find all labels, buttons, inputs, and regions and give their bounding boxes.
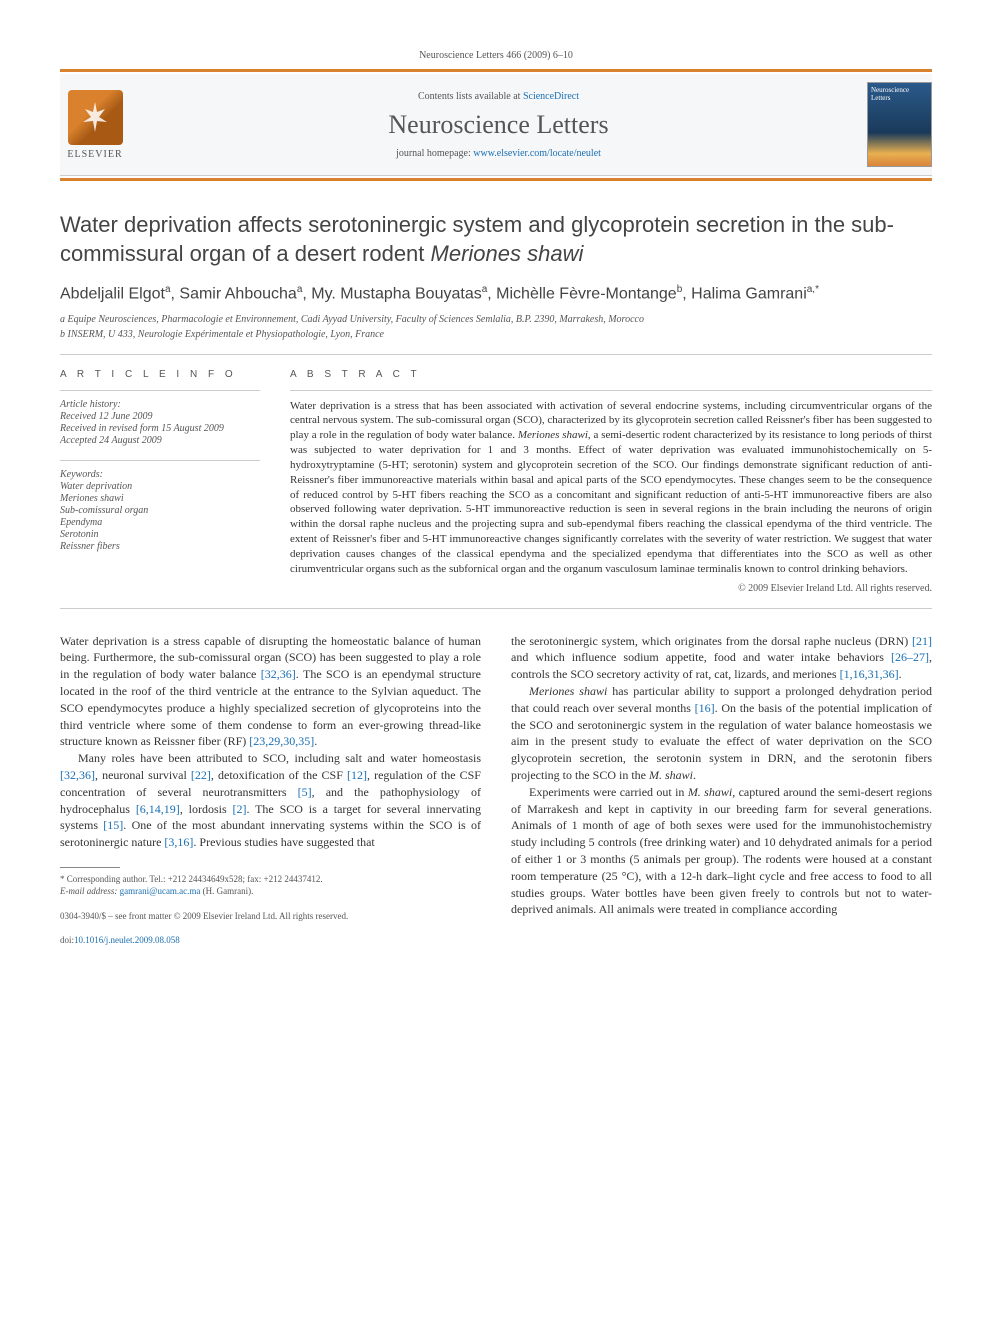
citation-link[interactable]: [1,16,31,36] bbox=[840, 667, 899, 681]
keywords-block: Keywords: Water deprivationMeriones shaw… bbox=[60, 469, 260, 552]
citation-link[interactable]: [15] bbox=[103, 818, 123, 832]
affiliation-line: a Equipe Neurosciences, Pharmacologie et… bbox=[60, 314, 932, 325]
citation-link[interactable]: [2] bbox=[232, 802, 246, 816]
homepage-prefix: journal homepage: bbox=[396, 148, 473, 159]
elsevier-tree-icon bbox=[68, 90, 123, 145]
article-info-column: A R T I C L E I N F O Article history: R… bbox=[60, 369, 260, 594]
body-col-2: the serotoninergic system, which origina… bbox=[511, 633, 932, 919]
corresponding-email-link[interactable]: gamrani@ucam.ac.ma bbox=[120, 886, 201, 896]
top-accent-bar bbox=[60, 69, 932, 72]
affiliation-line: b INSERM, U 433, Neurologie Expérimental… bbox=[60, 329, 932, 340]
citation-link[interactable]: [6,14,19] bbox=[136, 802, 180, 816]
authors-list: Abdeljalil Elgota, Samir Ahbouchaa, My. … bbox=[60, 284, 932, 303]
affiliations-block: a Equipe Neurosciences, Pharmacologie et… bbox=[60, 314, 932, 340]
article-info-label: A R T I C L E I N F O bbox=[60, 369, 260, 380]
doi-label: doi: bbox=[60, 935, 74, 945]
body-paragraph: Many roles have been attributed to SCO, … bbox=[60, 750, 481, 851]
email-suffix: (H. Gamrani). bbox=[200, 886, 253, 896]
citation-link[interactable]: [12] bbox=[347, 768, 367, 782]
keyword: Reissner fibers bbox=[60, 541, 260, 552]
citation-link[interactable]: [21] bbox=[912, 634, 932, 648]
keyword: Meriones shawi bbox=[60, 493, 260, 504]
citation-link[interactable]: [32,36] bbox=[261, 667, 296, 681]
body-col-1: Water deprivation is a stress capable of… bbox=[60, 633, 481, 851]
corresponding-author-footnote: * Corresponding author. Tel.: +212 24434… bbox=[60, 874, 481, 897]
cover-label: Neuroscience Letters bbox=[871, 86, 909, 102]
history-line: Received 12 June 2009 bbox=[60, 411, 260, 422]
body-paragraph: Water deprivation is a stress capable of… bbox=[60, 633, 481, 751]
citation-link[interactable]: [26–27] bbox=[891, 650, 929, 664]
citation-link[interactable]: [3,16] bbox=[164, 835, 193, 849]
history-line: Accepted 24 August 2009 bbox=[60, 435, 260, 446]
body-paragraph: the serotoninergic system, which origina… bbox=[511, 633, 932, 683]
journal-homepage-link[interactable]: www.elsevier.com/locate/neulet bbox=[473, 148, 601, 159]
divider bbox=[60, 608, 932, 609]
journal-title: Neuroscience Letters bbox=[130, 110, 867, 140]
abstract-label: A B S T R A C T bbox=[290, 369, 932, 380]
abstract-text: Water deprivation is a stress that has b… bbox=[290, 399, 932, 577]
abstract-copyright: © 2009 Elsevier Ireland Ltd. All rights … bbox=[290, 583, 932, 594]
masthead: ELSEVIER Contents lists available at Sci… bbox=[60, 74, 932, 176]
history-label: Article history: bbox=[60, 399, 260, 410]
citation-link[interactable]: [22] bbox=[191, 768, 211, 782]
running-head: Neuroscience Letters 466 (2009) 6–10 bbox=[60, 50, 932, 61]
body-columns: Water deprivation is a stress capable of… bbox=[60, 633, 932, 946]
keyword: Ependyma bbox=[60, 517, 260, 528]
body-paragraph: Experiments were carried out in M. shawi… bbox=[511, 784, 932, 918]
citation-link[interactable]: [23,29,30,35] bbox=[249, 734, 314, 748]
email-label: E-mail address: bbox=[60, 886, 120, 896]
citation-link[interactable]: [5] bbox=[298, 785, 312, 799]
doi-link[interactable]: 10.1016/j.neulet.2009.08.058 bbox=[74, 935, 180, 945]
publisher-label: ELSEVIER bbox=[60, 149, 130, 160]
citation-link[interactable]: [16] bbox=[695, 701, 715, 715]
footnote-marker: * bbox=[60, 874, 65, 884]
publisher-block: ELSEVIER bbox=[60, 90, 130, 160]
divider bbox=[60, 354, 932, 355]
history-line: Received in revised form 15 August 2009 bbox=[60, 423, 260, 434]
body-paragraph: Meriones shawi has particular ability to… bbox=[511, 683, 932, 784]
title-species: Meriones shawi bbox=[431, 241, 584, 266]
journal-homepage-line: journal homepage: www.elsevier.com/locat… bbox=[130, 148, 867, 159]
keyword: Serotonin bbox=[60, 529, 260, 540]
keyword: Sub-comissural organ bbox=[60, 505, 260, 516]
contents-prefix: Contents lists available at bbox=[418, 91, 523, 102]
sciencedirect-link[interactable]: ScienceDirect bbox=[523, 91, 579, 102]
footnote-text: Corresponding author. Tel.: +212 2443464… bbox=[67, 874, 323, 884]
keyword: Water deprivation bbox=[60, 481, 260, 492]
doi-line: doi:10.1016/j.neulet.2009.08.058 bbox=[60, 935, 481, 945]
article-history-block: Article history: Received 12 June 2009Re… bbox=[60, 399, 260, 446]
footnote-separator bbox=[60, 867, 120, 868]
article-title: Water deprivation affects serotoninergic… bbox=[60, 211, 932, 268]
citation-link[interactable]: [32,36] bbox=[60, 768, 95, 782]
bottom-accent-bar bbox=[60, 178, 932, 181]
keywords-label: Keywords: bbox=[60, 469, 260, 480]
abstract-column: A B S T R A C T Water deprivation is a s… bbox=[290, 369, 932, 594]
journal-cover-thumbnail: Neuroscience Letters bbox=[867, 82, 932, 167]
contents-available-line: Contents lists available at ScienceDirec… bbox=[130, 91, 867, 102]
issn-line: 0304-3940/$ – see front matter © 2009 El… bbox=[60, 911, 481, 921]
